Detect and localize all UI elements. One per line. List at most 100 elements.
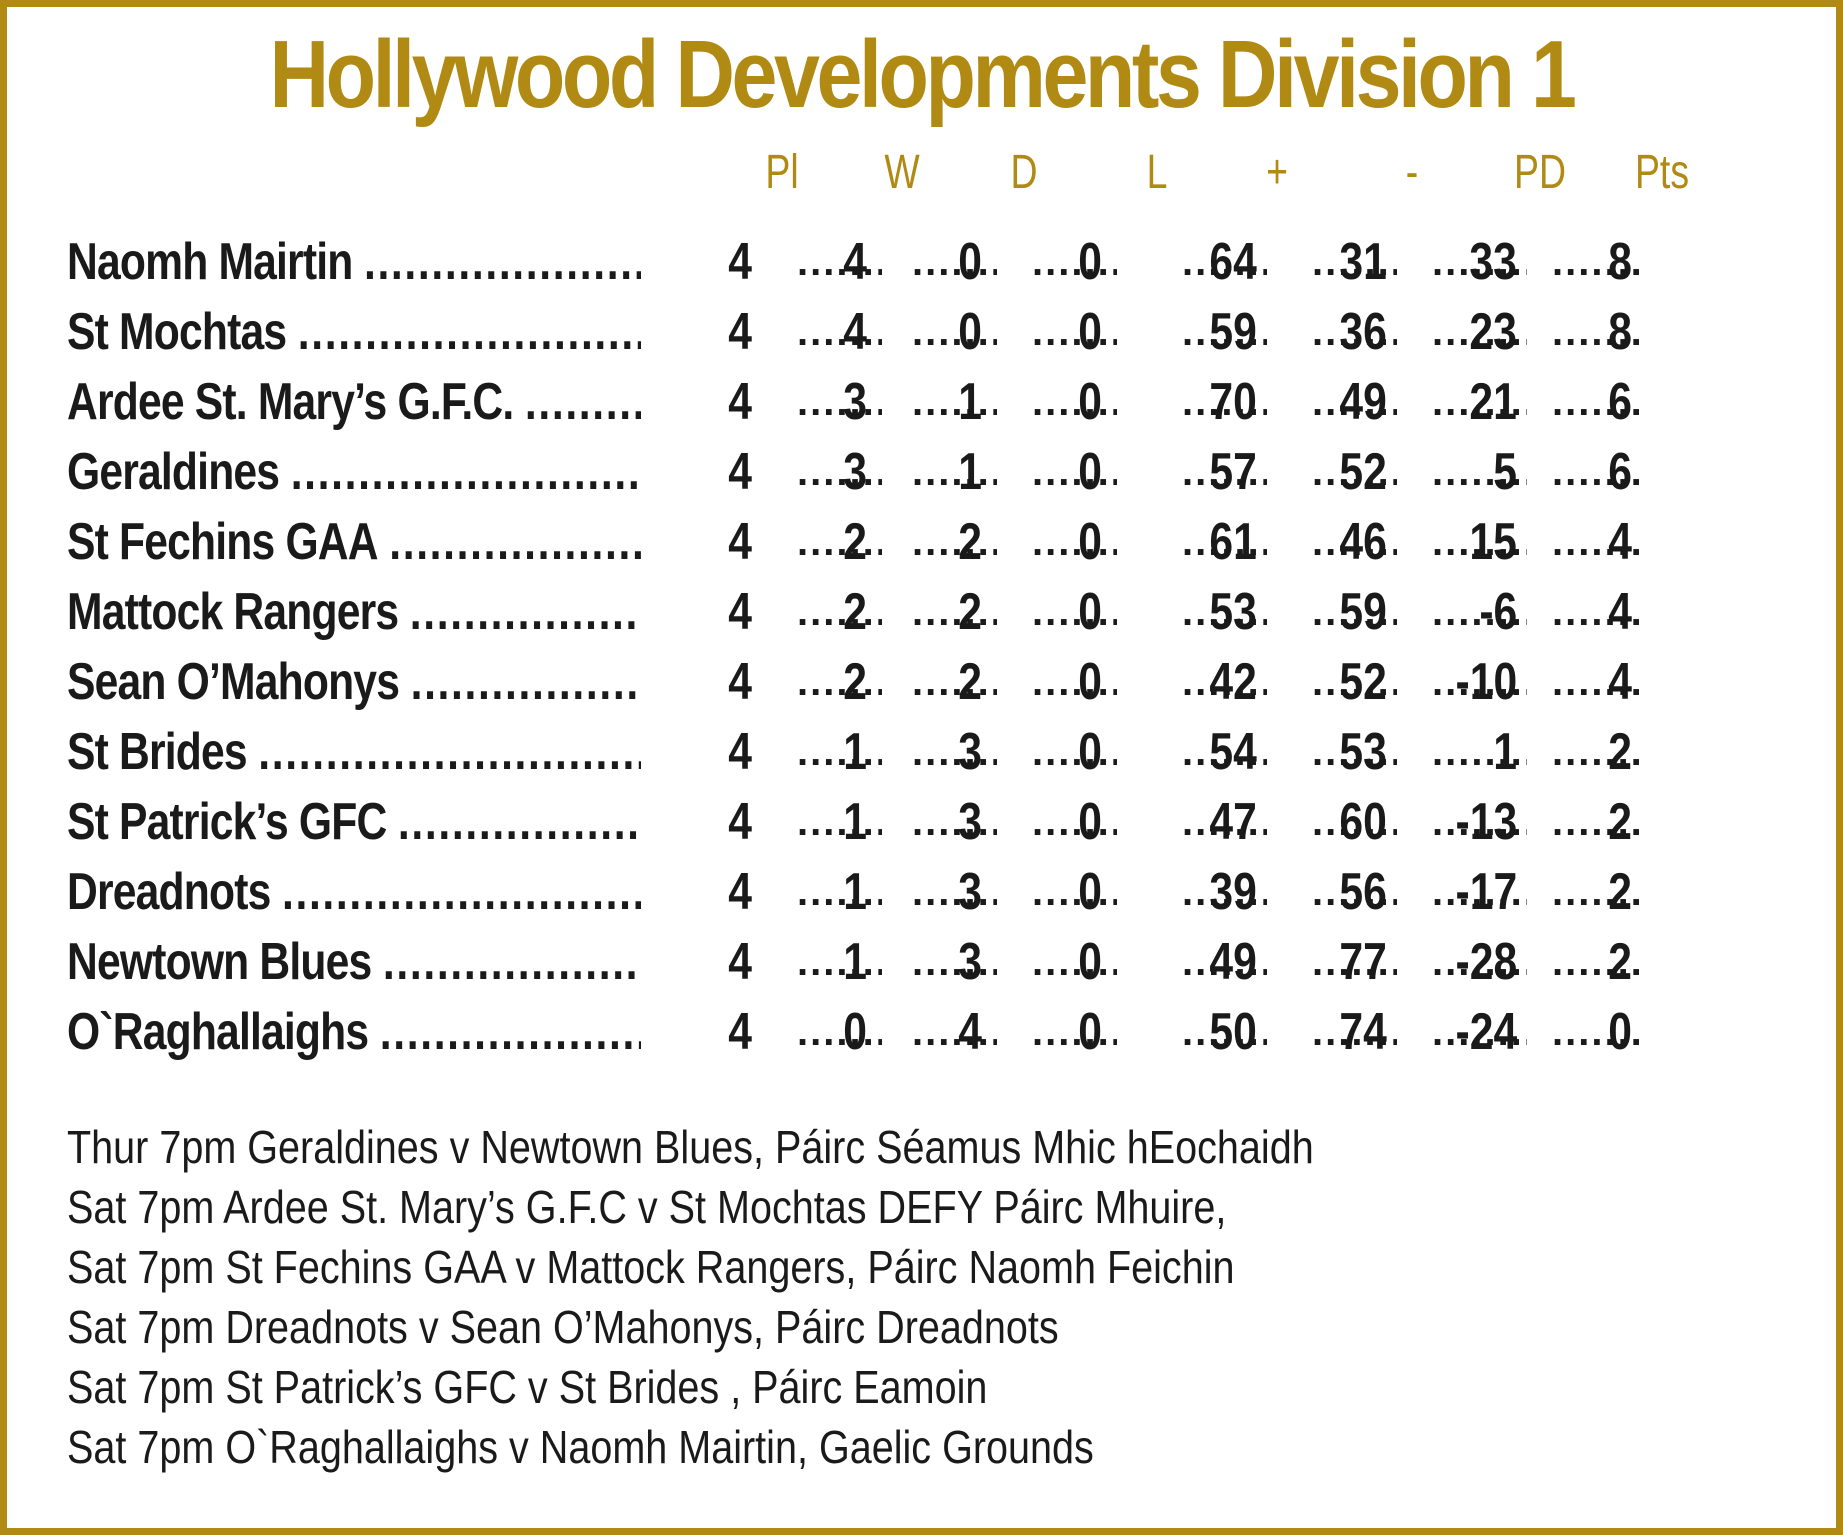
stat-pd: -13 bbox=[1455, 793, 1517, 851]
stat-for: 42 bbox=[1209, 653, 1257, 711]
table-row: St Fechins GAA 4 2 2 0 61 46 15 4 bbox=[67, 507, 1707, 577]
stat-against: 74 bbox=[1339, 1003, 1387, 1061]
dot-leader bbox=[797, 857, 882, 927]
stat-w: 1 bbox=[843, 933, 867, 991]
stat-for: 53 bbox=[1209, 583, 1257, 641]
dot-leader bbox=[797, 647, 882, 717]
stat-pts: 8 bbox=[1608, 233, 1632, 291]
dot-leader bbox=[797, 787, 882, 857]
row-stats: 4 1 3 0 54 53 1 2 bbox=[67, 717, 1707, 787]
team-cell: Geraldines bbox=[67, 437, 641, 507]
stat-pd: 21 bbox=[1469, 373, 1517, 431]
stat-w: 4 bbox=[843, 303, 867, 361]
dot-leader bbox=[1032, 577, 1117, 647]
dot-leader bbox=[1032, 857, 1117, 927]
header-against: - bbox=[1405, 146, 1419, 199]
team-name: Mattock Rangers bbox=[67, 583, 399, 641]
stat-d: 3 bbox=[958, 933, 982, 991]
stat-w: 4 bbox=[843, 233, 867, 291]
stat-l: 0 bbox=[1078, 653, 1102, 711]
stat-pl: 4 bbox=[728, 793, 752, 851]
stat-d: 2 bbox=[958, 513, 982, 571]
stat-l: 0 bbox=[1078, 233, 1102, 291]
dot-leader bbox=[797, 227, 882, 297]
stat-pd: 33 bbox=[1469, 233, 1517, 291]
team-name: St Mochtas bbox=[67, 303, 287, 361]
stat-d: 3 bbox=[958, 863, 982, 921]
stat-w: 3 bbox=[843, 443, 867, 501]
stat-for: 47 bbox=[1209, 793, 1257, 851]
fixture-line: Sat 7pm St Fechins GAA v Mattock Rangers… bbox=[67, 1241, 1235, 1293]
dot-leader bbox=[797, 927, 882, 997]
stat-l: 0 bbox=[1078, 863, 1102, 921]
team-cell: O`Raghallaighs bbox=[67, 997, 641, 1067]
row-stats: 4 1 3 0 49 77 -28 2 bbox=[67, 927, 1707, 997]
stat-w: 3 bbox=[843, 373, 867, 431]
row-stats: 4 4 0 0 59 36 23 8 bbox=[67, 297, 1707, 367]
stat-pts: 2 bbox=[1608, 793, 1632, 851]
dot-leader bbox=[797, 997, 882, 1067]
stat-against: 36 bbox=[1339, 303, 1387, 361]
stat-pts: 2 bbox=[1608, 863, 1632, 921]
table-row: Mattock Rangers 4 2 2 0 53 59 -6 4 bbox=[67, 577, 1707, 647]
fixture-line: Sat 7pm Dreadnots v Sean O’Mahonys, Páir… bbox=[67, 1301, 1059, 1353]
stat-d: 0 bbox=[958, 303, 982, 361]
dot-leader bbox=[1032, 507, 1117, 577]
stat-pd: 23 bbox=[1469, 303, 1517, 361]
stat-pd: -10 bbox=[1455, 653, 1517, 711]
stat-pts: 2 bbox=[1608, 723, 1632, 781]
stat-for: 70 bbox=[1209, 373, 1257, 431]
dot-leader bbox=[912, 297, 997, 367]
dot-leader bbox=[912, 367, 997, 437]
dot-leader bbox=[1032, 787, 1117, 857]
stat-w: 1 bbox=[843, 863, 867, 921]
stat-pts: 8 bbox=[1608, 303, 1632, 361]
stat-against: 56 bbox=[1339, 863, 1387, 921]
table-row: Newtown Blues 4 1 3 0 49 77 -28 2 bbox=[67, 927, 1707, 997]
stat-pd: 5 bbox=[1493, 443, 1517, 501]
stat-against: 60 bbox=[1339, 793, 1387, 851]
dot-leader bbox=[1032, 297, 1117, 367]
row-stats: 4 1 3 0 39 56 -17 2 bbox=[67, 857, 1707, 927]
row-stats: 4 1 3 0 47 60 -13 2 bbox=[67, 787, 1707, 857]
team-name: Dreadnots bbox=[67, 863, 271, 921]
team-cell: St Patrick’s GFC bbox=[67, 787, 641, 857]
dot-leader bbox=[912, 927, 997, 997]
dot-leader bbox=[912, 507, 997, 577]
team-cell: Dreadnots bbox=[67, 857, 641, 927]
stat-against: 49 bbox=[1339, 373, 1387, 431]
dot-leader bbox=[797, 297, 882, 367]
table-row: Naomh Mairtin 4 4 0 0 64 31 33 8 bbox=[67, 227, 1707, 297]
header-drawn: D bbox=[1010, 146, 1038, 199]
dot-leader bbox=[1032, 927, 1117, 997]
table-row: St Mochtas 4 4 0 0 59 36 23 8 bbox=[67, 297, 1707, 367]
stat-pl: 4 bbox=[728, 1003, 752, 1061]
fixture-line: Sat 7pm St Patrick’s GFC v St Brides , P… bbox=[67, 1361, 988, 1413]
stat-against: 52 bbox=[1339, 443, 1387, 501]
dot-leader bbox=[912, 437, 997, 507]
stat-pts: 6 bbox=[1608, 443, 1632, 501]
stat-against: 59 bbox=[1339, 583, 1387, 641]
stat-l: 0 bbox=[1078, 583, 1102, 641]
stat-pl: 4 bbox=[728, 513, 752, 571]
team-cell: Ardee St. Mary’s G.F.C. bbox=[67, 367, 641, 437]
dot-leader bbox=[912, 227, 997, 297]
team-name: Geraldines bbox=[67, 443, 280, 501]
stat-pl: 4 bbox=[728, 443, 752, 501]
team-name: O`Raghallaighs bbox=[67, 1003, 369, 1061]
row-stats: 4 3 1 0 70 49 21 6 bbox=[67, 367, 1707, 437]
stat-l: 0 bbox=[1078, 373, 1102, 431]
fixture-line: Sat 7pm O`Raghallaighs v Naomh Mairtin, … bbox=[67, 1421, 1094, 1473]
header-lost: L bbox=[1146, 146, 1168, 199]
stat-l: 0 bbox=[1078, 933, 1102, 991]
stat-d: 2 bbox=[958, 653, 982, 711]
stat-l: 0 bbox=[1078, 443, 1102, 501]
header-won: W bbox=[884, 146, 920, 199]
stat-pts: 4 bbox=[1608, 653, 1632, 711]
stat-pl: 4 bbox=[728, 653, 752, 711]
stat-against: 52 bbox=[1339, 653, 1387, 711]
header-points: Pts bbox=[1634, 146, 1690, 199]
table-row: O`Raghallaighs 4 0 4 0 50 74 -24 0 bbox=[67, 997, 1707, 1067]
